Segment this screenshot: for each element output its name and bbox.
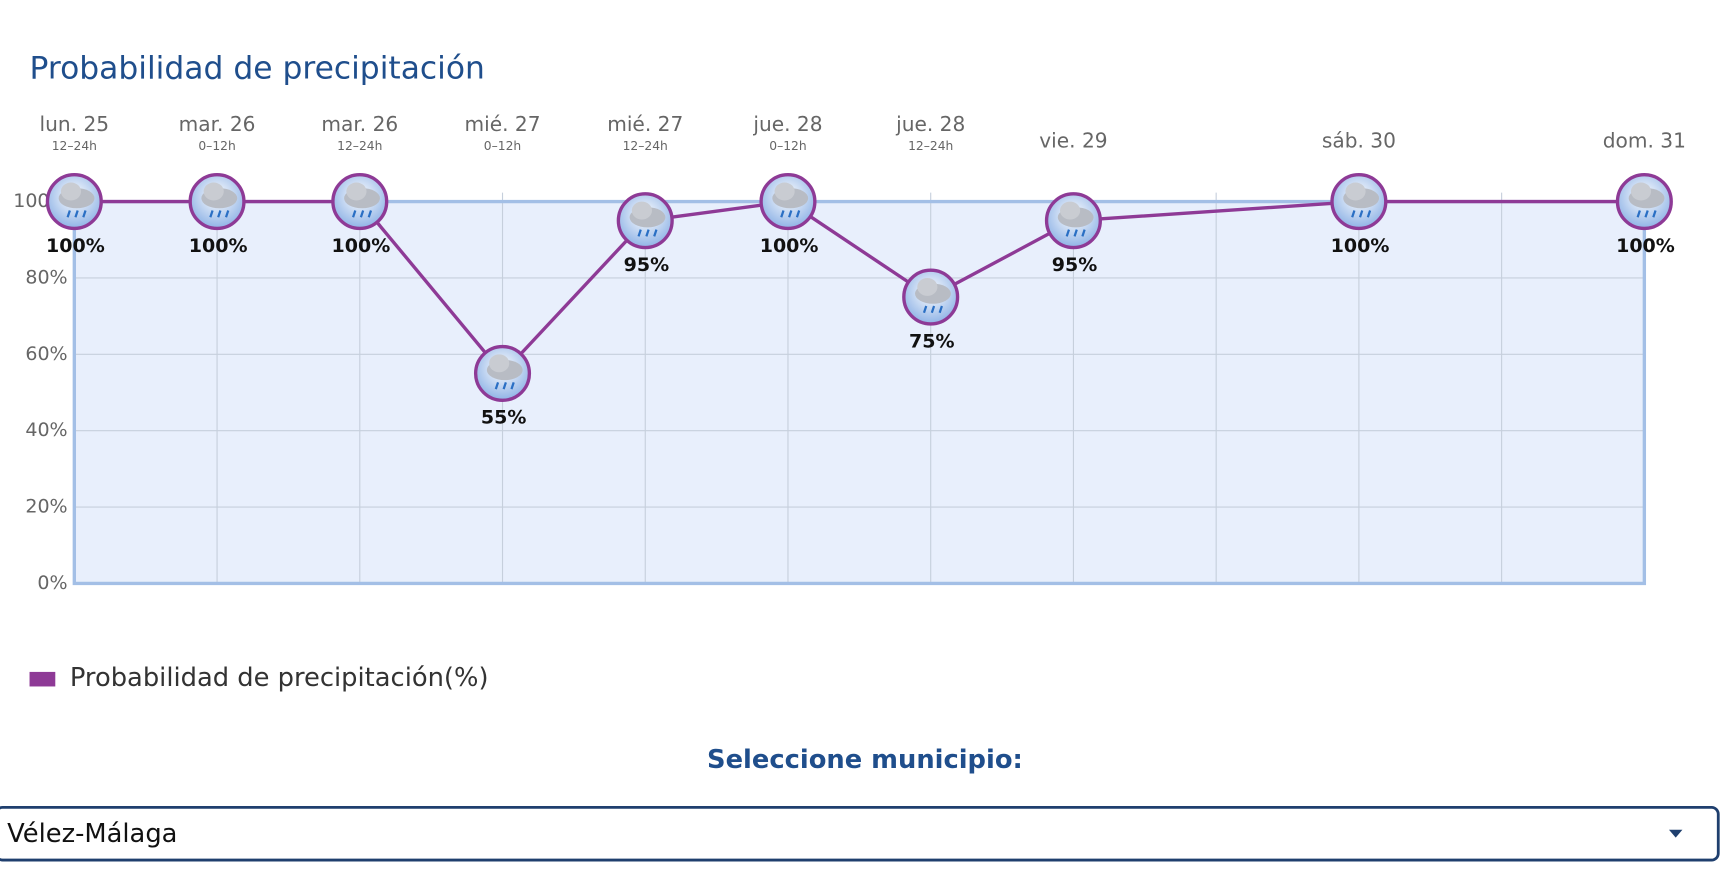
rain-icon <box>780 210 801 218</box>
x-tick-label: dom. 31 <box>1603 129 1686 153</box>
rain-icon <box>922 305 943 314</box>
value-label: 100% <box>760 235 819 257</box>
selector-label: Seleccione municipio: <box>707 745 1023 775</box>
weather-marker <box>473 344 532 402</box>
weather-marker <box>331 173 389 231</box>
legend-label: Probabilidad de precipitación(%) <box>70 663 489 693</box>
rain-icon <box>1065 229 1086 237</box>
legend-swatch <box>29 671 56 687</box>
value-label: 100% <box>1616 235 1675 257</box>
value-label: 100% <box>1331 235 1390 257</box>
select-arrow[interactable] <box>1668 829 1683 838</box>
cloud-icon <box>631 201 652 220</box>
x-period-label: 0–12h <box>198 139 235 153</box>
x-tick-label: vie. 29 <box>1039 129 1107 153</box>
cloud-icon <box>1059 201 1081 220</box>
x-tick-label: mar. 26 <box>179 112 256 136</box>
x-tick-label: mié. 27 <box>607 112 683 136</box>
rain-icon <box>209 210 230 218</box>
x-period-label: 12–24h <box>908 139 953 153</box>
weather-marker <box>45 173 103 231</box>
x-period-label: 0–12h <box>484 139 521 153</box>
rain-icon <box>352 210 373 218</box>
weather-marker <box>616 192 674 250</box>
cloud-icon <box>60 182 82 201</box>
cloud-icon <box>203 182 224 201</box>
cloud-icon <box>489 354 510 373</box>
x-period-label: 12–24h <box>52 139 97 153</box>
weather-marker <box>902 268 960 326</box>
x-tick-label: mar. 26 <box>321 112 398 136</box>
value-label: 95% <box>1052 254 1098 276</box>
chart-title: Probabilidad de precipitación <box>30 50 485 86</box>
plot-border <box>72 199 1647 586</box>
select-value[interactable]: Vélez-Málaga <box>7 819 177 849</box>
value-label: 100% <box>332 235 391 257</box>
value-label: 75% <box>909 330 955 352</box>
x-tick-label: sáb. 30 <box>1322 129 1396 153</box>
x-tick-label: lun. 25 <box>40 112 110 136</box>
weather-marker <box>1330 173 1388 231</box>
x-period-label: 12–24h <box>623 139 668 153</box>
cloud-icon <box>917 278 938 296</box>
rain-icon <box>1351 210 1372 218</box>
cloud-icon <box>1630 182 1652 201</box>
weather-marker <box>1615 173 1673 231</box>
value-label: 55% <box>481 407 527 429</box>
x-tick-label: jue. 28 <box>752 112 822 136</box>
y-tick-label: 40% <box>25 419 67 441</box>
rain-icon <box>494 382 515 390</box>
x-tick-label: jue. 28 <box>895 112 965 136</box>
x-period-label: 0–12h <box>769 139 806 153</box>
plot-area <box>74 201 1645 584</box>
value-label: 100% <box>46 235 105 257</box>
cloud-icon <box>346 182 367 201</box>
series-line <box>74 199 1645 376</box>
y-tick-label: 80% <box>25 266 67 288</box>
y-tick-label: 0% <box>37 572 67 594</box>
weather-marker <box>1044 192 1102 250</box>
value-label: 100% <box>189 235 248 257</box>
x-tick-label: mié. 27 <box>464 112 540 136</box>
value-label: 95% <box>624 254 670 276</box>
y-tick-label: 60% <box>25 343 67 365</box>
rain-icon <box>637 229 658 237</box>
rain-icon <box>66 210 87 218</box>
y-tick-label: 20% <box>25 496 67 518</box>
rain-icon <box>1636 210 1657 218</box>
x-period-label: 12–24h <box>337 139 382 153</box>
municipality-select[interactable]: Vélez-Málaga <box>0 806 1720 862</box>
select-box[interactable] <box>0 806 1720 862</box>
cloud-icon <box>1345 182 1366 201</box>
weather-marker <box>188 173 246 231</box>
cloud-icon <box>774 182 795 201</box>
weather-marker <box>759 173 817 231</box>
